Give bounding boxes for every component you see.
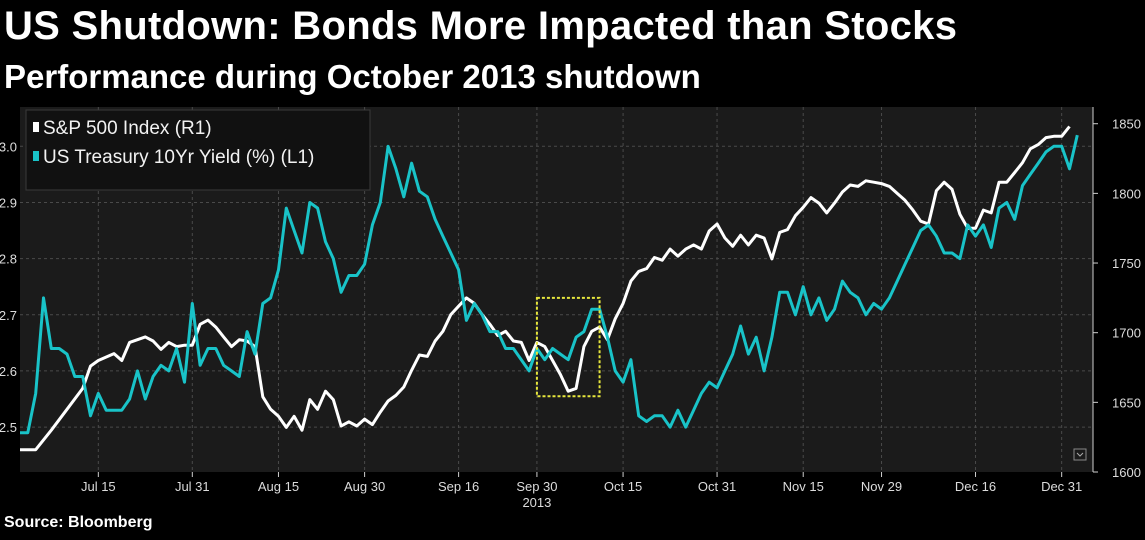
left-tick-label: 2.7 <box>0 308 17 323</box>
legend-entry: S&P 500 Index (R1) <box>43 118 212 139</box>
x-tick-label: Dec 16 <box>955 479 996 494</box>
left-tick-label: 2.8 <box>0 252 17 267</box>
sp500-line <box>20 125 1071 452</box>
legend-swatch <box>33 122 39 132</box>
right-tick-label: 1800 <box>1112 186 1141 201</box>
x-tick-label: Nov 15 <box>783 479 824 494</box>
x-axis-label: 2013 <box>522 495 551 510</box>
left-tick-label: 2.6 <box>0 364 17 379</box>
x-tick-label: Aug 30 <box>344 479 385 494</box>
right-tick-label: 1600 <box>1112 465 1141 480</box>
annotations <box>535 296 601 398</box>
right-tick-label: 1750 <box>1112 256 1141 271</box>
left-tick-label: 2.5 <box>0 420 17 435</box>
x-tick-label: Oct 31 <box>698 479 736 494</box>
source-note: Source: Bloomberg <box>4 514 153 531</box>
line-chart: 2.52.62.72.82.93.0 160016501700175018001… <box>0 107 1141 510</box>
legend-swatch <box>33 151 39 161</box>
right-tick-label: 1700 <box>1112 326 1141 341</box>
left-tick-label: 2.9 <box>0 195 17 210</box>
x-tick-label: Nov 29 <box>861 479 902 494</box>
x-tick-label: Oct 15 <box>604 479 642 494</box>
legend-entry: US Treasury 10Yr Yield (%) (L1) <box>43 147 314 168</box>
page-title: US Shutdown: Bonds More Impacted than St… <box>4 4 958 48</box>
series-lines <box>20 125 1079 452</box>
x-tick-label: Sep 16 <box>438 479 479 494</box>
right-axis-ticks: 1600 1650 1700 1750 1800 1850 <box>1092 107 1141 480</box>
treasury-yield-line <box>20 134 1079 435</box>
left-axis-ticks: 2.5 2.6 2.7 2.8 2.9 3.0 <box>0 139 17 435</box>
x-tick-label: Aug 15 <box>258 479 299 494</box>
chart-area: 2.5 2.6 2.7 2.8 2.9 3.0 1600 1650 1700 1750 1800 1… <box>0 107 1145 510</box>
chart-menu-icon[interactable] <box>1073 448 1087 461</box>
right-tick-label: 1650 <box>1112 395 1141 410</box>
x-tick-label: Sep 30 <box>516 479 557 494</box>
left-tick-label: 3.0 <box>0 139 17 154</box>
x-tick-label: Jul 31 <box>175 479 210 494</box>
right-tick-label: 1850 <box>1112 117 1141 132</box>
legend: S&P 500 Index (R1) US Treasury 10Yr Yield… <box>25 109 371 191</box>
highlight-box <box>535 296 601 398</box>
grid-lines <box>20 107 1093 472</box>
x-axis-ticks: Jul 15 Jul 31 Aug 15 Aug 30 Sep 16 Sep 30 Oct … <box>81 472 1082 494</box>
x-tick-label: Jul 15 <box>81 479 116 494</box>
legend-box <box>25 109 371 191</box>
page-subtitle: Performance during October 2013 shutdown <box>4 58 701 95</box>
x-tick-label: Dec 31 <box>1041 479 1082 494</box>
